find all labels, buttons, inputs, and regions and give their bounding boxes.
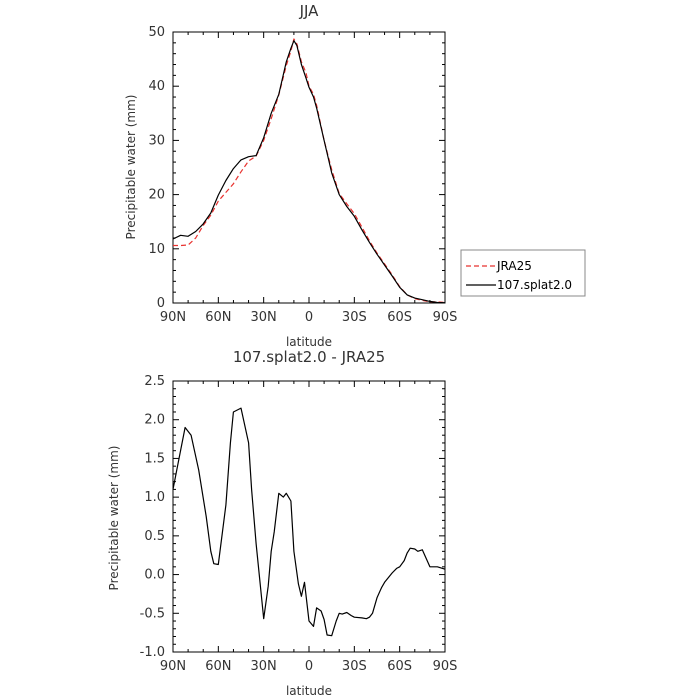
bottom-x-tick-label-3: 0	[305, 659, 313, 674]
bottom-y-tick-label-4: 1.0	[144, 490, 165, 505]
top-y-tick-label-0: 0	[157, 296, 165, 311]
top-x-tick-label-3: 0	[305, 310, 313, 325]
top-chart-title: JJA	[299, 2, 320, 20]
bottom-series-line-0	[172, 407, 446, 637]
top-chart-ylabel: Precipitable water (mm)	[124, 95, 138, 240]
bottom-x-tick-label-0: 90N	[160, 659, 186, 674]
bottom-x-tick-label-5: 60S	[387, 659, 412, 674]
top-x-tick-label-5: 60S	[387, 310, 412, 325]
top-y-tick-label-3: 30	[148, 133, 165, 148]
bottom-chart-title: 107.splat2.0 - JRA25	[233, 348, 385, 366]
top-y-tick-label-2: 20	[148, 188, 165, 203]
bottom-chart: 107.splat2.0 - JRA25 90N 60N 30N 0 30S 60S 90S…	[107, 348, 457, 698]
legend-label-jra25: JRA25	[496, 259, 532, 273]
top-x-tick-label-1: 60N	[205, 310, 231, 325]
bottom-y-tick-label-0: -1.0	[140, 645, 165, 660]
top-x-tick-label-0: 90N	[160, 310, 186, 325]
bottom-y-tick-label-3: 0.5	[144, 529, 165, 544]
top-series-line-1	[172, 40, 446, 304]
bottom-chart-ylabel: Precipitable water (mm)	[107, 446, 121, 591]
top-x-tick-label-4: 30S	[342, 310, 367, 325]
bottom-x-tick-label-4: 30S	[342, 659, 367, 674]
bottom-x-tick-label-2: 30N	[251, 659, 277, 674]
bottom-x-tick-label-6: 90S	[433, 659, 458, 674]
top-x-tick-label-2: 30N	[251, 310, 277, 325]
bottom-chart-xlabel: latitude	[286, 684, 332, 698]
top-chart-frame	[172, 31, 446, 304]
top-chart: JJA 90N 60N 30N 0 30S 60S 90S 0 10 20 30 40 50 Preci…	[124, 2, 457, 349]
bottom-y-tick-label-7: 2.5	[144, 374, 165, 389]
top-y-tick-label-4: 40	[148, 79, 165, 94]
bottom-y-tick-label-6: 2.0	[144, 413, 165, 428]
top-x-tick-label-6: 90S	[433, 310, 458, 325]
bottom-y-tick-label-5: 1.5	[144, 451, 165, 466]
top-y-tick-label-1: 10	[148, 242, 165, 257]
bottom-chart-frame	[172, 380, 446, 653]
bottom-y-tick-label-1: -0.5	[140, 606, 165, 621]
legend: JRA25 107.splat2.0	[460, 249, 586, 297]
bottom-y-tick-label-2: 0.0	[144, 568, 165, 583]
top-y-tick-label-5: 50	[148, 25, 165, 40]
legend-label-splat: 107.splat2.0	[497, 278, 572, 292]
top-series-line-0	[173, 38, 446, 304]
bottom-x-tick-label-1: 60N	[205, 659, 231, 674]
legend-box	[460, 249, 586, 297]
top-chart-xlabel: latitude	[286, 335, 332, 349]
